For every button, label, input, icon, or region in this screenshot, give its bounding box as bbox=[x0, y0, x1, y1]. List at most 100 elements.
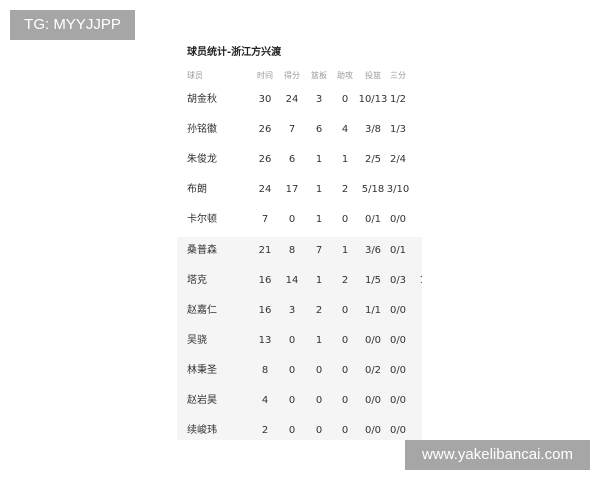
stat-cell: 3 bbox=[315, 94, 323, 105]
stat-cell: 篮板 bbox=[311, 71, 327, 80]
header-player: 球员 bbox=[187, 71, 203, 80]
stat-cell: 2 bbox=[411, 241, 422, 261]
stat-cell: 2 bbox=[261, 425, 269, 437]
stat-cell: 0/0 bbox=[364, 334, 382, 346]
table-row: 林秉圣 8 0 0 0 0/2 0/0 0 bbox=[177, 361, 422, 381]
stat-cell: 2/5 bbox=[364, 154, 382, 166]
stat-cell: 0 bbox=[288, 395, 296, 406]
stat-cell: 时间 bbox=[257, 71, 273, 80]
table-row: 赵岩昊 4 0 0 0 0/0 0/0 0 bbox=[177, 391, 422, 411]
stat-cell: 3/6 bbox=[364, 244, 382, 256]
stat-cell: 1 bbox=[315, 274, 323, 286]
stat-cell: 0/0 bbox=[389, 214, 407, 226]
stat-cell: 三分 bbox=[390, 71, 406, 80]
table-row: 朱俊龙 26 6 1 1 2/5 2/4 0 bbox=[177, 150, 422, 170]
stat-cell: 0 bbox=[288, 364, 296, 376]
stat-cell: 8 bbox=[261, 364, 269, 376]
stat-cell: 1 bbox=[341, 154, 349, 166]
table-row: 孙铭徽 26 7 6 4 3/8 1/3 0 bbox=[177, 120, 422, 140]
stat-cell: 10/13 bbox=[358, 94, 388, 105]
stat-cell: 0/0 bbox=[364, 395, 382, 406]
stat-cell: 0 bbox=[341, 395, 349, 406]
player-name: 孙铭徽 bbox=[187, 124, 217, 136]
stat-cell: 16 bbox=[258, 274, 272, 286]
stat-cell: 4 bbox=[411, 180, 422, 200]
stat-cell: 0 bbox=[411, 331, 422, 351]
stat-cell: 21 bbox=[258, 244, 272, 256]
stat-cell: 24 bbox=[285, 94, 299, 105]
table-row: 桑普森 21 8 7 1 3/6 0/1 2 bbox=[177, 241, 422, 261]
stat-cell: 26 bbox=[258, 124, 272, 136]
stat-cell: 1/5 bbox=[364, 274, 382, 286]
stat-cell: 0/2 bbox=[364, 364, 382, 376]
page-title: 球员统计-浙江方兴渡 bbox=[187, 47, 282, 58]
stat-cell: 0 bbox=[288, 214, 296, 226]
stat-cell: 0 bbox=[411, 120, 422, 140]
stat-cell: 3/10 bbox=[386, 184, 410, 196]
table-row: 卡尔顿 7 0 1 0 0/1 0/0 0 bbox=[177, 210, 422, 230]
stat-cell: 0 bbox=[341, 304, 349, 316]
player-name: 胡金秋 bbox=[187, 94, 217, 105]
stat-cell: 0/0 bbox=[389, 334, 407, 346]
player-name: 朱俊龙 bbox=[187, 154, 217, 166]
stat-cell: 5/18 bbox=[361, 184, 385, 196]
stat-cell: 30 bbox=[258, 94, 272, 105]
stat-cell: 0 bbox=[288, 425, 296, 437]
stat-cell: 0 bbox=[341, 94, 349, 105]
stat-cell: 得分 bbox=[284, 71, 300, 80]
stat-cell: 1 bbox=[315, 334, 323, 346]
stat-cell: 0 bbox=[315, 395, 323, 406]
stat-cell: 0 bbox=[411, 361, 422, 381]
stat-cell: 罚 bbox=[411, 66, 422, 86]
stat-cell: 1 bbox=[315, 154, 323, 166]
watermark-tg: TG: MYYJJPP bbox=[10, 10, 135, 40]
stat-cell: 1/3 bbox=[389, 124, 407, 136]
stat-cell: 1 bbox=[341, 244, 349, 256]
stat-cell: 助攻 bbox=[337, 71, 353, 80]
stat-cell: 0 bbox=[411, 421, 422, 440]
player-name: 赵嘉仁 bbox=[187, 304, 217, 316]
stat-cell: 4 bbox=[261, 395, 269, 406]
stat-cell: 0/1 bbox=[364, 214, 382, 226]
stat-cell: 0 bbox=[341, 364, 349, 376]
player-name: 赵岩昊 bbox=[187, 395, 217, 406]
watermark-site: www.yakelibancai.com bbox=[405, 440, 590, 470]
stat-cell: 1/2 bbox=[389, 94, 407, 105]
player-name: 续峻玮 bbox=[187, 425, 217, 437]
stat-cell: 3/8 bbox=[364, 124, 382, 136]
stat-cell: 0 bbox=[411, 391, 422, 411]
stat-cell: 0 bbox=[288, 334, 296, 346]
table-row: 布朗 24 17 1 2 5/183/104 bbox=[177, 180, 422, 200]
stat-cell: 6 bbox=[315, 124, 323, 136]
stat-cell: 0 bbox=[411, 210, 422, 230]
highlight-background bbox=[177, 237, 422, 440]
stat-cell: 8 bbox=[288, 244, 296, 256]
table-row: 赵嘉仁 16 3 2 0 1/1 0/0 1 bbox=[177, 301, 422, 321]
stat-cell: 17 bbox=[285, 184, 299, 196]
table-header: 球员 时间 得分 篮板 助攻 投篮三分罚 bbox=[177, 66, 422, 86]
stat-cell: 3 bbox=[411, 90, 422, 110]
player-name: 桑普森 bbox=[187, 244, 217, 256]
stat-cell: 0/0 bbox=[389, 425, 407, 437]
stat-cell: 1 bbox=[315, 214, 323, 226]
stat-cell: 7 bbox=[315, 244, 323, 256]
stat-cell: 14 bbox=[285, 274, 299, 286]
stat-cell: 2/4 bbox=[389, 154, 407, 166]
stat-cell: 26 bbox=[258, 154, 272, 166]
player-name: 林秉圣 bbox=[187, 364, 217, 376]
stat-cell: 0/0 bbox=[364, 425, 382, 437]
stat-cell: 2 bbox=[341, 274, 349, 286]
stat-cell: 投篮 bbox=[365, 71, 381, 80]
player-name: 吴骁 bbox=[187, 334, 207, 346]
table-row: 吴骁 13 0 1 0 0/0 0/0 0 bbox=[177, 331, 422, 351]
stat-cell: 16 bbox=[258, 304, 272, 316]
stat-cell: 2 bbox=[341, 184, 349, 196]
stat-cell: 0/1 bbox=[389, 244, 407, 256]
player-name: 布朗 bbox=[187, 184, 207, 196]
stat-cell: 0 bbox=[315, 364, 323, 376]
stat-cell: 13 bbox=[258, 334, 272, 346]
stat-cell: 0 bbox=[341, 214, 349, 226]
stat-cell: 0 bbox=[341, 334, 349, 346]
stat-cell: 4 bbox=[341, 124, 349, 136]
